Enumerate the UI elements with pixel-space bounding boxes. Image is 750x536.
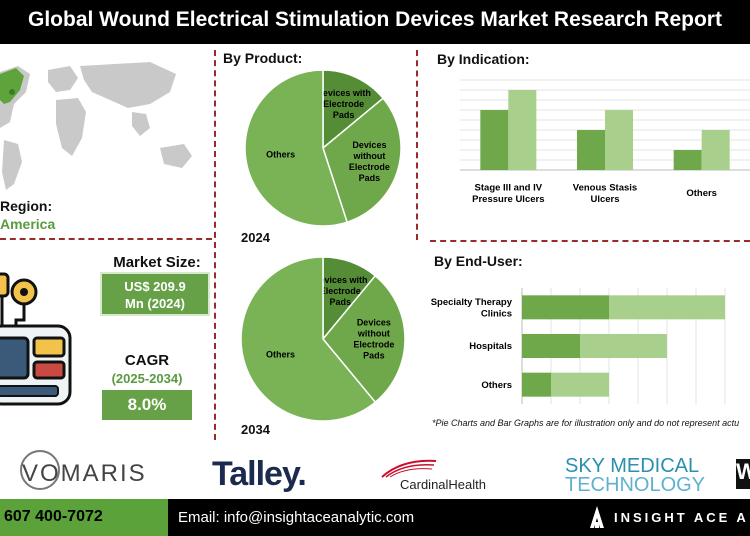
pie-slice-others: [240, 256, 377, 422]
market-size-value: US$ 209.9 Mn (2024): [100, 272, 210, 316]
indication-bar: [673, 150, 702, 170]
divider: [430, 240, 750, 242]
enduser-bar-chart: Specialty Therapy Clinics Hospitals Others: [431, 288, 726, 404]
enduser-bar: [580, 334, 667, 358]
footer-bar: 607 400-7072 Email: info@insightaceanaly…: [0, 499, 750, 536]
pie-2024-year: 2024: [241, 230, 270, 245]
pie-label: Others: [266, 349, 295, 359]
market-size-amount: US$ 209.9: [124, 279, 186, 294]
market-size-year: Mn (2024): [125, 296, 185, 311]
pie-slice-others: [244, 69, 349, 227]
cagr-label: CAGR: [124, 352, 170, 369]
pie-chart-2024: Devices with Electrode Pads Devices without E…: [244, 69, 402, 227]
enduser-bar: [551, 372, 609, 397]
cagr-value: 8.0%: [102, 390, 192, 420]
pie-label: Devices with Electrode Pads: [313, 275, 368, 307]
vomaris-logo: VOMARIS: [22, 460, 147, 487]
pie-slice-with-pads: [322, 69, 385, 150]
pie-chart-2034: Devices with Electrode Pads Devices without E…: [240, 256, 406, 422]
region-label: Region:: [0, 198, 53, 214]
sky-logo-line2: TECHNOLOGY: [565, 474, 706, 496]
email-contact: Email: info@insightaceanalytic.com: [178, 509, 415, 526]
cagr-years: (2025-2034): [111, 371, 183, 386]
divider: [214, 50, 216, 440]
phone-background: [0, 499, 168, 536]
report-title: Global Wound Electrical Stimulation Devi…: [28, 8, 722, 31]
insightace-brand: INSIGHT ACE A: [614, 510, 749, 525]
divider: [0, 238, 212, 240]
enduser-panel-title: By End-User:: [434, 253, 523, 269]
indication-bar: [605, 110, 633, 170]
indication-bar: [577, 130, 605, 170]
phone-number: 607 400-7072: [4, 508, 103, 525]
region-value: America: [0, 216, 56, 232]
enduser-category-label: Hospitals: [469, 341, 512, 352]
talley-logo: Talley.: [212, 455, 307, 493]
indication-panel-title: By Indication:: [437, 51, 530, 67]
indication-bar-chart: Stage III and IV Pressure Ulcers Venous St…: [460, 79, 750, 205]
world-map-image: [0, 62, 192, 190]
enduser-category-label: Specialty Therapy Clinics: [431, 297, 513, 320]
indication-bar: [701, 130, 730, 170]
w-logo: W: [736, 459, 750, 489]
indication-bar: [508, 90, 537, 170]
vomaris-logo-mark: [20, 450, 60, 490]
pie-label: Devices without Electrode Pads: [349, 140, 390, 183]
stimulation-device-icon: [0, 272, 72, 406]
pie-2034-year: 2034: [241, 422, 270, 437]
pie-label: Devices with Electrode Pads: [316, 88, 371, 120]
indication-category-label: Others: [686, 188, 717, 199]
cardinalhealth-logo: CardinalHealth: [400, 477, 486, 492]
enduser-bar: [522, 334, 580, 358]
enduser-bar: [522, 295, 609, 320]
sky-medical-logo: SKY MEDICAL TECHNOLOGY: [565, 455, 706, 496]
divider: [416, 50, 418, 240]
cardinal-swoosh-icon: [381, 459, 437, 478]
indication-category-label: Venous Stasis Ulcers: [573, 182, 637, 205]
insightace-logo-icon: [590, 506, 604, 528]
partner-logos: VOMARIS Talley. CardinalHealth SKY MEDIC…: [0, 447, 750, 499]
enduser-category-label: Others: [481, 380, 512, 391]
pie-label: Devices without Electrode Pads: [353, 318, 394, 361]
sky-logo-line1: SKY MEDICAL: [565, 455, 700, 477]
indication-bar: [480, 110, 509, 170]
illustration-note: *Pie Charts and Bar Graphs are for illus…: [432, 418, 740, 428]
pie-slice-without-pads: [322, 97, 402, 224]
market-size-label: Market Size:: [113, 254, 201, 271]
enduser-bar: [609, 295, 725, 320]
pie-slice-without-pads: [322, 274, 406, 404]
header-bar: Global Wound Electrical Stimulation Devi…: [0, 0, 750, 44]
product-panel-title: By Product:: [223, 50, 303, 66]
indication-category-label: Stage III and IV Pressure Ulcers: [472, 182, 544, 205]
enduser-bar: [522, 372, 551, 397]
pie-label: Others: [266, 150, 295, 160]
